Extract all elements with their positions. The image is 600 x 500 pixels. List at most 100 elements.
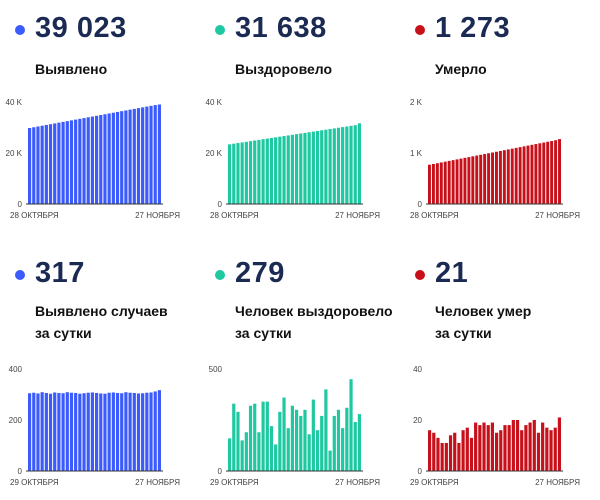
bar [274,137,278,204]
bar [124,110,128,204]
x-tick-label-start: 28 ОКТЯБРЯ [210,211,259,220]
bar [357,123,361,204]
bar [265,401,269,471]
bar [36,393,40,471]
bar [341,127,345,204]
bar [518,147,522,204]
bar [534,144,538,204]
bar [439,162,443,204]
bar [274,444,278,471]
bar [510,148,514,204]
bar [290,134,294,204]
bar [48,124,53,204]
bar [474,422,478,471]
bar [495,151,498,204]
bar [265,138,269,204]
y-tick-label: 2 K [410,98,423,107]
daily-recovered-label-line-1: Человек выздоровело [235,303,393,319]
x-tick-label-end: 27 НОЯБРЯ [335,478,380,487]
bar [90,116,94,204]
bar [61,121,65,204]
bar [432,432,436,471]
bar [324,129,328,204]
bar [286,428,290,471]
bar [435,163,439,204]
bar [503,425,507,471]
bar [332,415,336,471]
bar [479,154,483,204]
bar [295,409,299,471]
bar [99,393,103,471]
daily-deaths-label-line-1: Человек умер [435,303,532,319]
bar [228,144,232,204]
bar [149,105,153,204]
x-tick-label-end: 27 НОЯБРЯ [135,211,180,220]
daily-detected-bar-chart: 0 200 400 29 ОКТЯБРЯ 27 НОЯБРЯ [9,365,181,487]
bar [145,106,149,204]
bar [153,391,157,471]
bar [353,422,357,471]
bar [546,141,550,204]
y-tick-label: 0 [418,200,423,209]
bar [257,432,261,471]
bar [526,145,530,204]
bar [120,111,124,204]
detected-bar-chart: 0 20 K 40 K 28 ОКТЯБРЯ 27 НОЯБРЯ [6,98,181,220]
bar [538,143,542,204]
bar [95,392,99,471]
bar [115,111,120,204]
bar [141,393,145,471]
bar [499,430,503,471]
daily-deaths-value: 21 [435,257,469,289]
y-tick-label: 0 [18,200,23,209]
bar [282,136,286,204]
bar [307,434,311,471]
bar [115,392,120,471]
daily-detected-label-line-1: Выявлено случаев [35,303,168,319]
bar [253,403,257,471]
bar [232,143,236,204]
bar [261,401,265,471]
y-tick-label: 500 [209,365,223,374]
bar [74,392,78,471]
bar [453,432,457,471]
bar [44,392,48,471]
daily-recovered-bar-chart: 0 500 29 ОКТЯБРЯ 27 НОЯБРЯ [209,365,381,487]
bar [32,127,36,204]
daily-detected-value: 317 [35,257,85,289]
bar [57,122,61,204]
bar [303,409,307,471]
bar [487,153,491,204]
bar [95,115,99,204]
bar [345,126,349,204]
bar [490,422,494,471]
bar [467,157,471,204]
bar [307,132,311,204]
bar [428,430,432,471]
bar [532,420,536,471]
bar [299,133,303,204]
bar [90,392,94,471]
bar [141,107,145,204]
daily-recovered-label-line-2: за сутки [235,325,292,341]
bar [475,155,479,204]
bar [328,129,332,204]
bar [28,128,32,204]
y-tick-label: 0 [218,467,223,476]
bar [82,393,86,471]
detected-label-line-1: Выявлено [35,61,108,77]
bar [465,427,469,471]
bar [498,150,502,204]
bar [303,132,307,204]
bar [74,119,78,204]
bar [295,134,299,204]
bar [459,158,463,204]
y-tick-label: 0 [18,467,23,476]
bar [65,121,69,205]
bar [278,136,282,204]
daily-recovered-value: 279 [235,257,285,289]
x-tick-label-start: 29 ОКТЯБРЯ [10,478,59,487]
bar [132,108,136,204]
x-tick-label-start: 28 ОКТЯБРЯ [410,211,459,220]
bar [457,442,461,471]
